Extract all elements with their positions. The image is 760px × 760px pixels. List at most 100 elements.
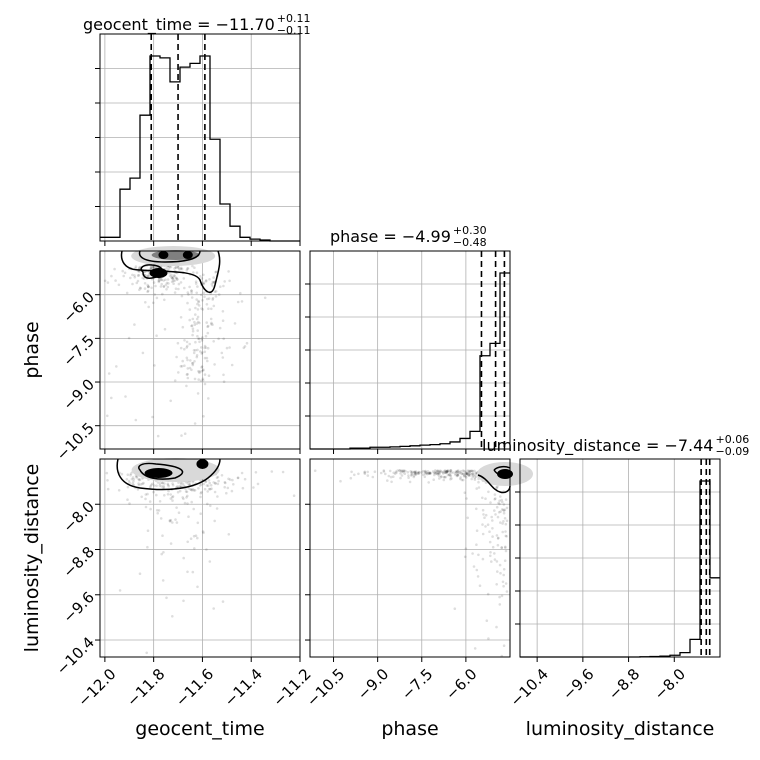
scatter-point <box>156 481 160 484</box>
scatter-point <box>176 485 179 488</box>
scatter-point <box>179 316 183 319</box>
scatter-point <box>180 294 184 298</box>
scatter-point <box>445 471 448 475</box>
x-tick-label: −10.5 <box>303 665 348 710</box>
scatter-point <box>148 500 152 503</box>
y-tick-label: −7.5 <box>60 332 98 370</box>
scatter-point <box>194 340 197 344</box>
scatter-point <box>460 478 464 482</box>
scatter-point <box>449 469 453 472</box>
scatter-point <box>406 470 410 474</box>
scatter-point <box>137 478 141 482</box>
scatter-point <box>200 293 203 297</box>
scatter-point <box>454 473 457 477</box>
scatter-point <box>202 482 206 486</box>
scatter-point <box>159 517 163 520</box>
scatter-point <box>200 366 203 369</box>
scatter-point <box>270 470 274 473</box>
scatter-point <box>200 352 203 355</box>
scatter-point <box>225 346 229 350</box>
title-upper-error: +0.30 <box>453 224 487 237</box>
scatter-point <box>202 282 206 286</box>
scatter-point <box>169 518 173 522</box>
scatter-point <box>185 496 188 499</box>
density-peak <box>182 251 193 259</box>
scatter-point <box>169 497 173 500</box>
scatter-point <box>236 300 240 304</box>
scatter-point <box>388 469 392 473</box>
scatter-point <box>191 488 195 491</box>
density-peak <box>497 469 513 479</box>
scatter-point <box>144 505 148 509</box>
scatter-point <box>502 508 505 512</box>
scatter-point <box>497 511 501 514</box>
scatter-point <box>493 558 497 561</box>
scatter-point <box>209 484 213 487</box>
scatter-point <box>504 582 508 585</box>
scatter-point <box>114 279 117 282</box>
scatter-point <box>207 297 211 300</box>
scatter-point <box>171 277 174 280</box>
scatter-point <box>470 473 473 476</box>
scatter-point <box>456 470 460 473</box>
scatter-point <box>140 495 143 499</box>
scatter-point <box>214 482 217 485</box>
scatter-point <box>485 619 489 622</box>
scatter-point <box>219 285 222 289</box>
scatter-point <box>459 469 463 473</box>
scatter-point <box>502 568 506 571</box>
scatter-point <box>402 469 406 473</box>
scatter-point <box>134 266 137 270</box>
scatter-point <box>396 469 400 472</box>
scatter-point <box>428 471 431 475</box>
scatter-point <box>363 471 366 474</box>
scatter-point <box>179 281 183 284</box>
scatter-point <box>417 470 420 474</box>
scatter-point <box>141 351 145 355</box>
scatter-point <box>313 469 317 473</box>
scatter-point <box>200 365 204 368</box>
scatter-point <box>402 470 405 474</box>
scatter-point <box>497 536 500 540</box>
histogram-geocent-time <box>100 55 300 242</box>
scatter-point <box>162 285 166 288</box>
scatter-point <box>429 472 432 475</box>
scatter-point <box>164 283 168 287</box>
scatter-point <box>502 503 506 506</box>
scatter-point <box>350 470 353 474</box>
scatter-point <box>165 281 169 285</box>
scatter-point <box>470 469 474 473</box>
scatter-point <box>151 266 155 269</box>
scatter-point <box>201 530 205 533</box>
scatter-point <box>212 481 215 484</box>
panel-frame <box>99 458 301 658</box>
scatter-point <box>155 296 159 300</box>
scatter-point <box>473 474 477 477</box>
scatter-point <box>500 508 504 511</box>
scatter-point <box>137 482 140 485</box>
scatter-point <box>107 372 111 375</box>
scatter-point <box>147 285 150 288</box>
scatter-point <box>190 296 194 299</box>
scatter-point <box>200 307 203 310</box>
scatter-point <box>497 501 500 505</box>
scatter-point <box>154 284 157 288</box>
scatter-point <box>191 361 194 365</box>
scatter-point <box>185 481 188 484</box>
scatter-point <box>443 475 446 479</box>
scatter-point <box>460 471 464 475</box>
scatter-point <box>412 475 416 479</box>
scatter-point <box>190 368 193 372</box>
scatter-point <box>446 473 450 477</box>
scatter-point <box>467 469 471 473</box>
scatter-point <box>387 474 391 478</box>
scatter-point <box>493 493 497 496</box>
scatter-point <box>499 521 502 524</box>
scatter-point <box>191 317 195 321</box>
scatter-point <box>416 471 420 475</box>
scatter-point <box>433 473 436 477</box>
scatter-point <box>363 472 367 476</box>
scatter-point <box>181 325 185 329</box>
scatter-point <box>481 532 485 536</box>
scatter-point <box>193 320 196 324</box>
